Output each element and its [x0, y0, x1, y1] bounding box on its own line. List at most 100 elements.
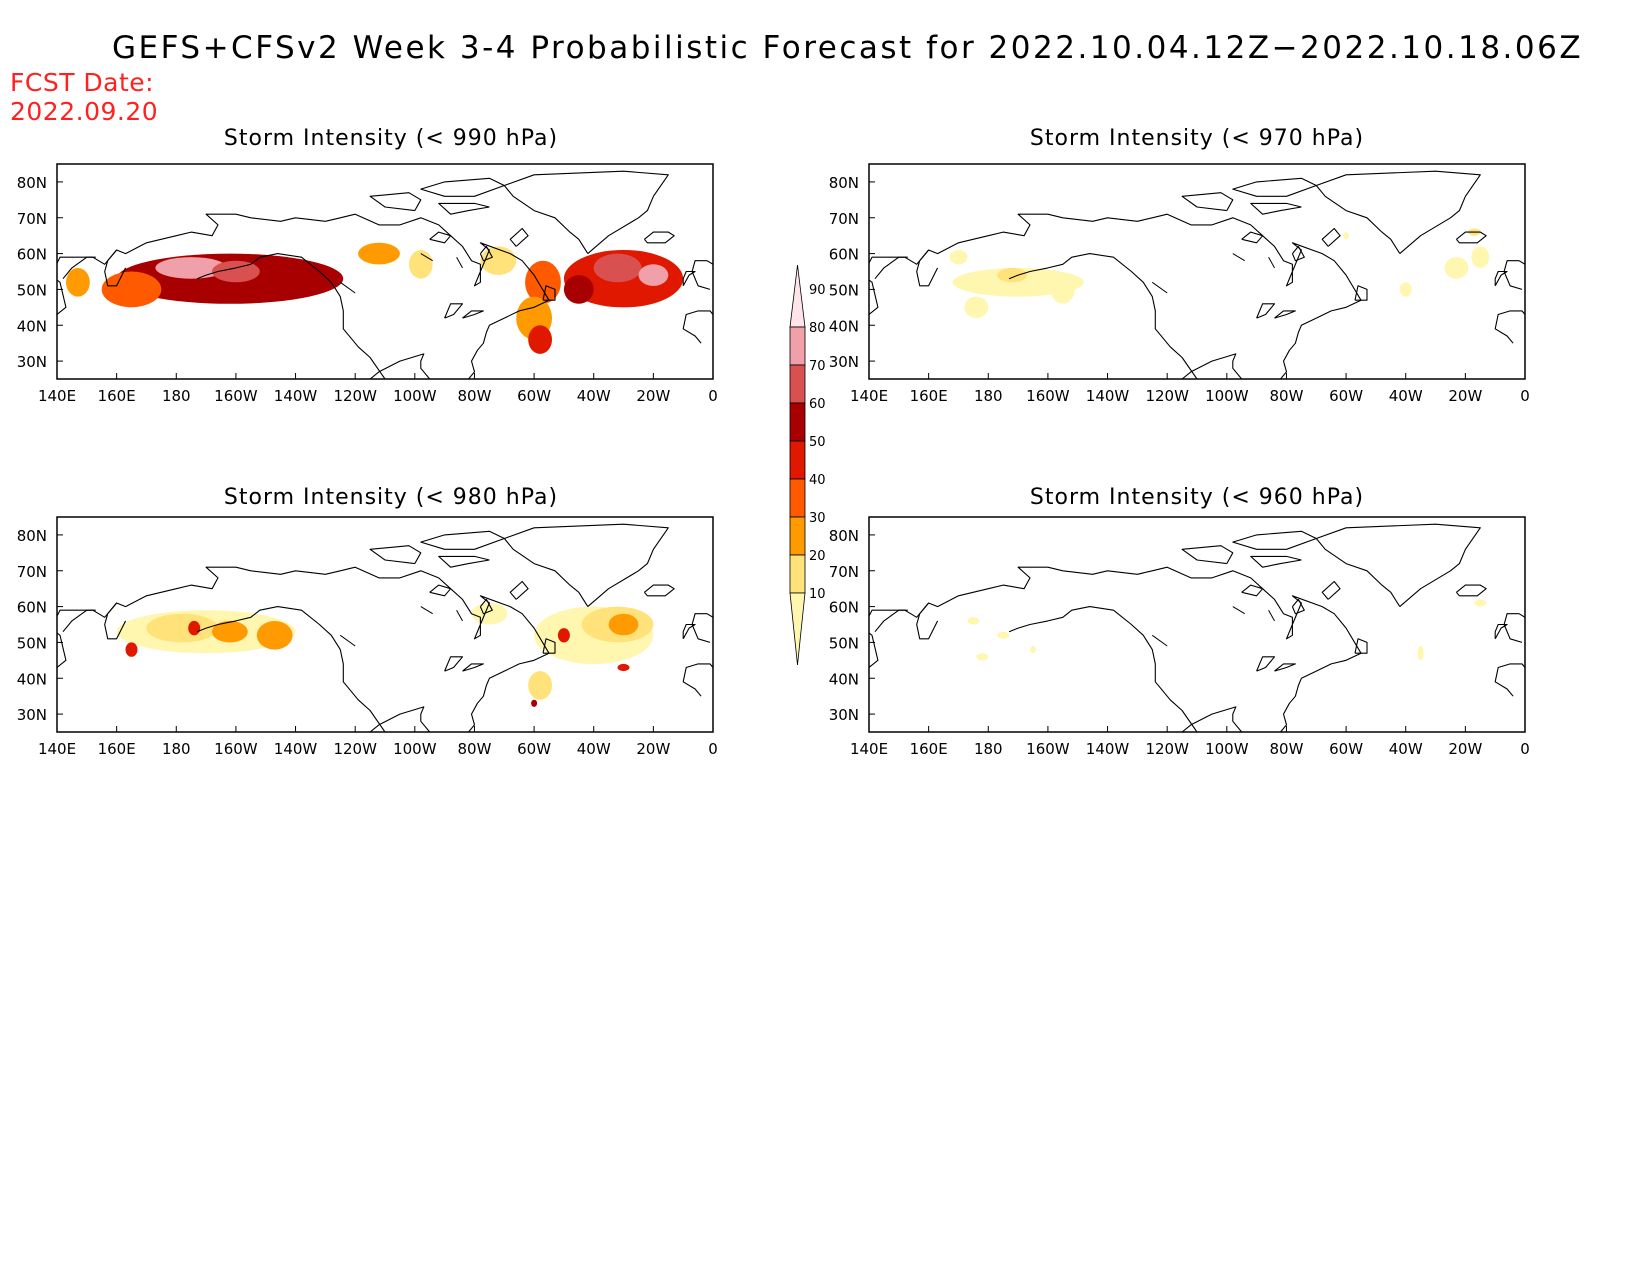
lon-label: 140W	[274, 387, 318, 405]
panel-title-980: Storm Intensity (< 980 hPa)	[223, 485, 559, 510]
probability-area	[528, 671, 552, 700]
lon-label: 40W	[577, 740, 611, 758]
coastline	[369, 706, 431, 732]
coastline	[874, 256, 908, 280]
coastline	[691, 260, 713, 290]
coastline	[438, 555, 490, 568]
lon-label: 120W	[333, 387, 377, 405]
coastline	[869, 566, 1362, 732]
coastline	[1250, 202, 1302, 215]
lon-label: 80W	[1269, 387, 1303, 405]
lon-label: 180	[974, 740, 1003, 758]
probability-area	[563, 275, 594, 304]
lon-label: 80W	[1269, 740, 1303, 758]
map-frame	[868, 516, 1526, 733]
probability-area	[212, 620, 248, 643]
panel-title-970: Storm Intensity (< 970 hPa)	[1029, 126, 1365, 151]
coastline	[1503, 613, 1525, 643]
coastline	[643, 584, 675, 597]
probability-area	[638, 264, 669, 286]
coastline	[1455, 584, 1487, 597]
lon-label: 140E	[850, 740, 888, 758]
coastline	[1232, 530, 1317, 550]
lon-label: 140E	[38, 387, 76, 405]
coastline	[1494, 663, 1525, 697]
colorbar-swatch	[789, 402, 806, 442]
probability-area	[593, 253, 642, 283]
probability-area	[964, 296, 989, 319]
coastline	[369, 545, 422, 565]
lat-label: 60N	[829, 246, 859, 264]
coastline	[874, 609, 908, 633]
coastline	[1008, 606, 1198, 732]
coastline	[456, 609, 463, 622]
probability-area	[997, 631, 1010, 639]
coastline	[196, 253, 386, 379]
probability-area	[1343, 232, 1350, 240]
lat-label: 40N	[17, 670, 47, 688]
probability-area	[155, 257, 227, 279]
coastline	[503, 170, 669, 255]
coastline	[1256, 656, 1276, 672]
coastline	[1152, 281, 1168, 294]
lon-label: 180	[162, 387, 191, 405]
probability-area	[1399, 282, 1412, 297]
colorbar: 10 20 30 40 50 60 70 80 90	[789, 264, 826, 666]
lon-label: 0	[1520, 740, 1530, 758]
lon-label: 180	[974, 387, 1003, 405]
coastline	[1315, 523, 1481, 608]
lon-label: 120W	[1145, 740, 1189, 758]
panel-title-990: Storm Intensity (< 990 hPa)	[223, 126, 559, 151]
map-panel-990: 140E 160E 180 160W 140W 120W 100W 80W 60W 40W 20W 0…	[17, 163, 718, 405]
main-title: GEFS+CFSv2 Week 3-4 Probabilistic Foreca…	[112, 30, 1584, 66]
lon-label: 60W	[517, 387, 551, 405]
coastline	[462, 663, 484, 672]
coastline	[369, 192, 422, 212]
coastline	[429, 231, 452, 244]
probability-area	[1417, 646, 1424, 661]
lon-label: 160W	[1026, 740, 1070, 758]
lon-label: 160W	[214, 387, 258, 405]
coastline	[682, 310, 713, 344]
coastline	[1241, 231, 1264, 244]
coastline	[1232, 606, 1245, 615]
lat-label: 60N	[17, 246, 47, 264]
coastline	[340, 634, 356, 647]
coastline	[1152, 634, 1168, 647]
colorbar-label: 50	[809, 435, 826, 450]
lon-label: 140W	[1086, 387, 1130, 405]
lat-label: 80N	[17, 527, 47, 545]
probability-area	[525, 260, 561, 304]
probability-area	[952, 268, 1084, 297]
lon-label: 60W	[517, 740, 551, 758]
coastline	[420, 177, 505, 197]
coastline	[1232, 253, 1245, 262]
lat-label: 50N	[829, 281, 859, 299]
coastline	[542, 638, 556, 654]
coastline	[1181, 706, 1243, 732]
probability-area	[531, 699, 538, 707]
probability-area	[471, 602, 508, 625]
map-content	[869, 517, 1525, 732]
probability-area	[1050, 275, 1075, 304]
coastline	[1181, 192, 1234, 212]
colorbar-swatch	[789, 264, 806, 328]
coastline	[479, 245, 493, 262]
coastline	[1321, 580, 1341, 600]
lon-label: 20W	[636, 740, 670, 758]
forecast-date: FCST Date: 2022.09.20	[10, 68, 158, 126]
lon-label: 40W	[1389, 740, 1423, 758]
coastline	[429, 584, 452, 597]
probability-area	[1471, 246, 1490, 268]
coastline	[1008, 253, 1198, 379]
probability-area	[408, 250, 433, 279]
colorbar-label: 10	[809, 587, 826, 602]
lat-label: 50N	[17, 634, 47, 652]
lon-label: 0	[708, 387, 718, 405]
lon-label: 100W	[393, 387, 437, 405]
lon-label: 140E	[38, 740, 76, 758]
coastline	[444, 656, 464, 672]
probability-area	[976, 653, 989, 661]
coastline	[1291, 245, 1305, 262]
coastline	[1241, 584, 1264, 597]
